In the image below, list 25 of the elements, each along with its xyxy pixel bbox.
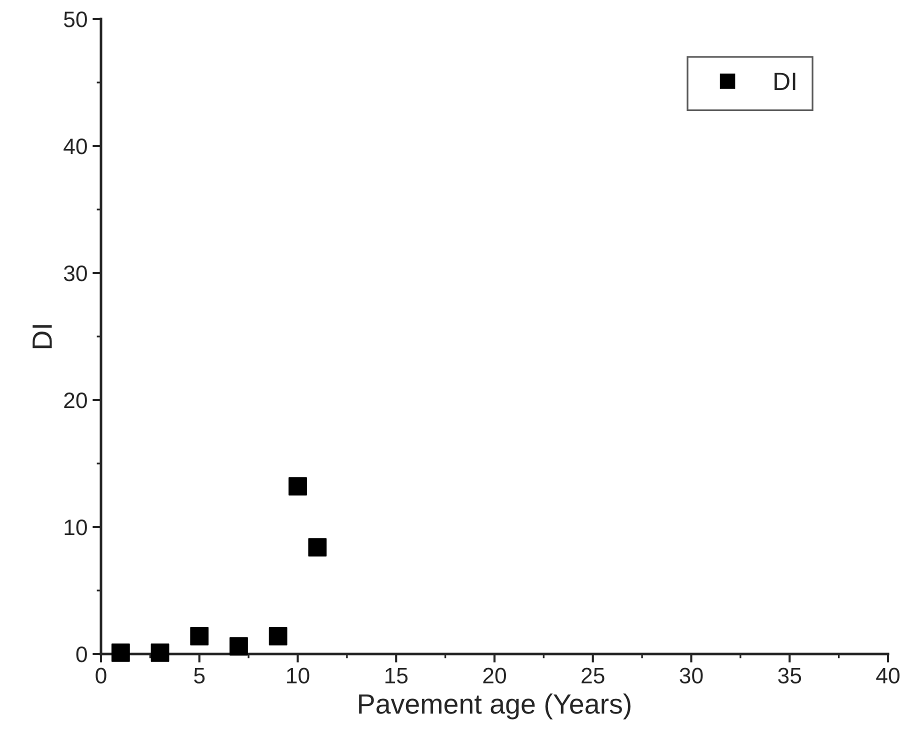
x-tick-label: 10 — [287, 668, 310, 684]
y-tick-label: 30 — [64, 266, 87, 282]
y-axis-title: DI — [32, 325, 52, 348]
y-tick-label: 20 — [64, 392, 87, 408]
point — [308, 538, 327, 557]
x-tick-label: 15 — [385, 668, 408, 684]
point — [150, 644, 170, 662]
x-tick-label: 25 — [582, 668, 604, 684]
point — [230, 637, 248, 656]
point — [288, 477, 307, 496]
y-tick-label: 50 — [64, 12, 87, 28]
legend-label: DI — [774, 72, 796, 90]
y-tick-label: 10 — [64, 520, 87, 536]
x-axis-title: Pavement age (Years) — [359, 693, 630, 720]
y-tick-label: 0 — [76, 646, 87, 662]
x-tick-label: 35 — [778, 668, 802, 684]
x-tick-label: 20 — [483, 668, 506, 684]
point — [111, 644, 130, 662]
y-tick-label: 40 — [64, 138, 87, 154]
x-tick-label: 0 — [96, 668, 106, 684]
point — [190, 627, 209, 646]
x-tick-label: 40 — [876, 668, 900, 684]
point — [268, 627, 288, 646]
x-tick-label: 30 — [680, 668, 703, 684]
x-tick-label: 5 — [194, 668, 205, 684]
